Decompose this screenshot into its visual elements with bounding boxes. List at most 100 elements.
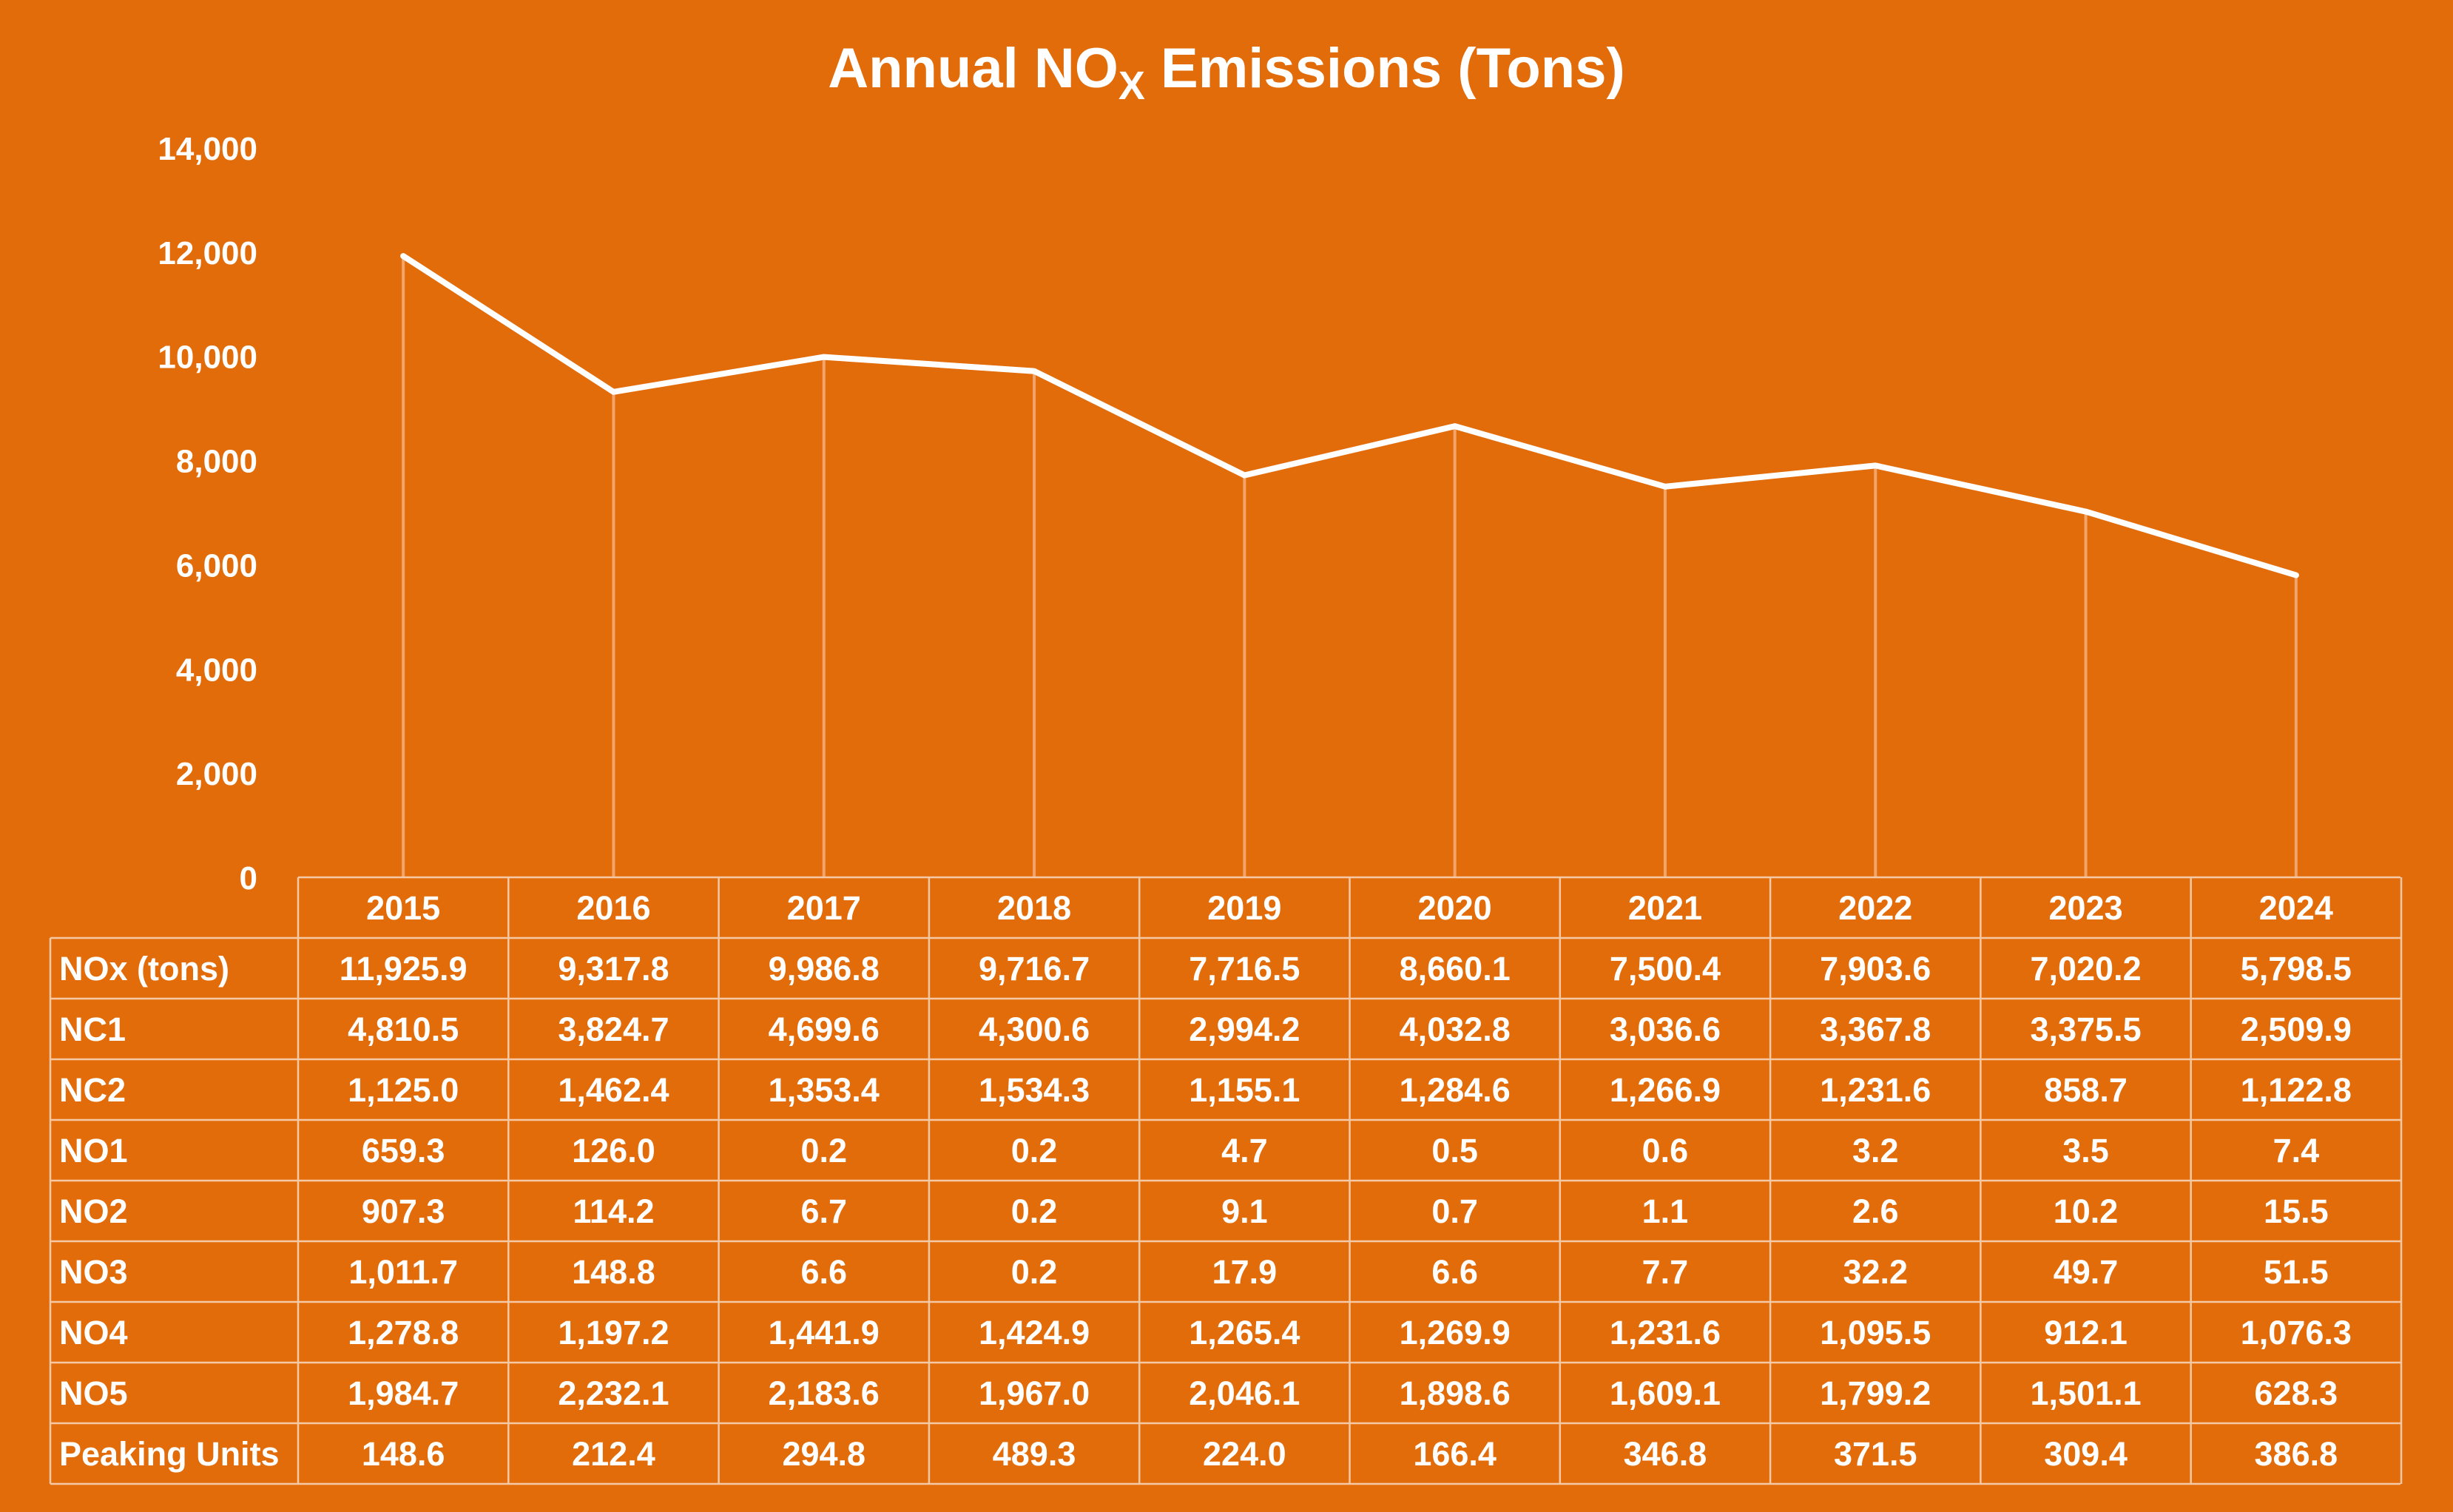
data-label: 907.3 bbox=[362, 1192, 445, 1230]
x-tick-label: 2016 bbox=[576, 889, 650, 927]
data-label: 1,353.4 bbox=[769, 1071, 880, 1109]
data-point bbox=[613, 391, 615, 393]
x-tick-label: 2019 bbox=[1207, 889, 1281, 927]
data-point bbox=[2295, 574, 2297, 576]
data-label: 9,716.7 bbox=[979, 950, 1090, 988]
series-row-label: NOx (tons) bbox=[59, 950, 229, 988]
data-label: 309.4 bbox=[2044, 1435, 2128, 1473]
x-tick-label: 2023 bbox=[2048, 889, 2122, 927]
series-group bbox=[400, 253, 2299, 578]
chart-title-main: Annual NO bbox=[828, 37, 1118, 100]
y-tick-label: 14,000 bbox=[158, 131, 257, 167]
data-label: 49.7 bbox=[2054, 1253, 2119, 1291]
series-row-label: NC2 bbox=[59, 1071, 126, 1109]
y-tick-label: 6,000 bbox=[176, 547, 257, 584]
data-label: 1,284.6 bbox=[1400, 1071, 1511, 1109]
data-label: 1,095.5 bbox=[1820, 1314, 1931, 1351]
data-label: 32.2 bbox=[1843, 1253, 1908, 1291]
data-point bbox=[1244, 474, 1246, 476]
data-label: 1,125.0 bbox=[348, 1071, 459, 1109]
data-label: 9,317.8 bbox=[558, 950, 669, 988]
data-label: 1,155.1 bbox=[1189, 1071, 1300, 1109]
data-table: 2015 2016 2017 2018 2019 2020 2021 2022 2023 2024… bbox=[49, 876, 2403, 1485]
data-label: 4,810.5 bbox=[348, 1010, 459, 1048]
data-label: 2,232.1 bbox=[558, 1374, 669, 1412]
data-label: 1,265.4 bbox=[1189, 1314, 1300, 1351]
data-label: 1,122.8 bbox=[2241, 1071, 2352, 1109]
data-label: 3,036.6 bbox=[1610, 1010, 1721, 1048]
data-label: 1,231.6 bbox=[1610, 1314, 1721, 1351]
data-point bbox=[402, 255, 405, 257]
y-tick-label: 12,000 bbox=[158, 235, 257, 271]
x-tick-label: 2024 bbox=[2259, 889, 2333, 927]
series-row-label: NO5 bbox=[59, 1374, 128, 1412]
data-label: 0.2 bbox=[800, 1132, 847, 1170]
data-label: 5,798.5 bbox=[2241, 950, 2352, 988]
series-line-nox bbox=[400, 253, 2299, 578]
data-label: 148.6 bbox=[362, 1435, 445, 1473]
data-label: 1,269.9 bbox=[1400, 1314, 1511, 1351]
series-row-label: NC1 bbox=[59, 1010, 126, 1048]
data-point bbox=[1033, 370, 1036, 372]
data-label: 0.2 bbox=[1011, 1132, 1058, 1170]
data-label: 0.7 bbox=[1431, 1192, 1478, 1230]
data-label: 858.7 bbox=[2044, 1071, 2128, 1109]
data-label: 346.8 bbox=[1624, 1435, 1707, 1473]
data-label: 489.3 bbox=[993, 1435, 1076, 1473]
data-label: 1,609.1 bbox=[1610, 1374, 1721, 1412]
data-label: 912.1 bbox=[2044, 1314, 2128, 1351]
data-label: 10.2 bbox=[2054, 1192, 2119, 1230]
data-label: 4,300.6 bbox=[979, 1010, 1090, 1048]
data-label: 659.3 bbox=[362, 1132, 445, 1170]
data-label: 7,020.2 bbox=[2030, 950, 2141, 988]
data-label: 2,046.1 bbox=[1189, 1374, 1300, 1412]
data-point bbox=[1664, 485, 1666, 487]
data-label: 212.4 bbox=[572, 1435, 655, 1473]
data-label: 386.8 bbox=[2255, 1435, 2338, 1473]
x-tick-label: 2015 bbox=[366, 889, 440, 927]
data-label: 7.7 bbox=[1642, 1253, 1689, 1291]
data-label: 1,011.7 bbox=[348, 1253, 458, 1291]
data-point bbox=[1454, 425, 1456, 428]
data-label: 7,716.5 bbox=[1189, 950, 1300, 988]
data-label: 1,462.4 bbox=[558, 1071, 669, 1109]
data-label: 628.3 bbox=[2255, 1374, 2338, 1412]
data-label: 1,424.9 bbox=[979, 1314, 1090, 1351]
data-label: 1.1 bbox=[1642, 1192, 1689, 1230]
data-label: 3.2 bbox=[1852, 1132, 1899, 1170]
data-label: 8,660.1 bbox=[1400, 950, 1511, 988]
data-point bbox=[2085, 510, 2087, 513]
data-label: 1,266.9 bbox=[1610, 1071, 1721, 1109]
data-label: 4.7 bbox=[1221, 1132, 1268, 1170]
data-label: 224.0 bbox=[1203, 1435, 1286, 1473]
data-label: 0.2 bbox=[1011, 1253, 1058, 1291]
data-label: 1,278.8 bbox=[348, 1314, 459, 1351]
y-axis: 0 2,000 4,000 6,000 8,000 10,000 12,000 14,000 bbox=[158, 131, 257, 897]
y-tick-label: 4,000 bbox=[176, 652, 257, 688]
series-row-label: NO1 bbox=[59, 1132, 128, 1170]
data-label: 1,197.2 bbox=[558, 1314, 669, 1351]
data-label: 15.5 bbox=[2264, 1192, 2329, 1230]
y-tick-label: 8,000 bbox=[176, 444, 257, 480]
data-label: 2,183.6 bbox=[769, 1374, 880, 1412]
series-row-label: Peaking Units bbox=[59, 1435, 280, 1473]
data-label: 1,534.3 bbox=[979, 1071, 1090, 1109]
data-label: 6.6 bbox=[800, 1253, 847, 1291]
data-label: 3,375.5 bbox=[2030, 1010, 2141, 1048]
data-label: 17.9 bbox=[1212, 1253, 1278, 1291]
data-label: 1,501.1 bbox=[2030, 1374, 2141, 1412]
y-tick-label: 0 bbox=[240, 860, 257, 897]
chart-title-suffix: Emissions (Tons) bbox=[1145, 37, 1625, 100]
data-point bbox=[823, 356, 825, 358]
data-label: 1,231.6 bbox=[1820, 1071, 1931, 1109]
data-label: 1,799.2 bbox=[1820, 1374, 1931, 1412]
x-tick-label: 2018 bbox=[997, 889, 1071, 927]
chart-title-subscript: X bbox=[1118, 64, 1145, 108]
data-label: 1,898.6 bbox=[1400, 1374, 1511, 1412]
data-label: 294.8 bbox=[782, 1435, 866, 1473]
data-label: 1,967.0 bbox=[979, 1374, 1090, 1412]
drop-lines bbox=[402, 256, 2298, 877]
data-label: 4,699.6 bbox=[769, 1010, 880, 1048]
